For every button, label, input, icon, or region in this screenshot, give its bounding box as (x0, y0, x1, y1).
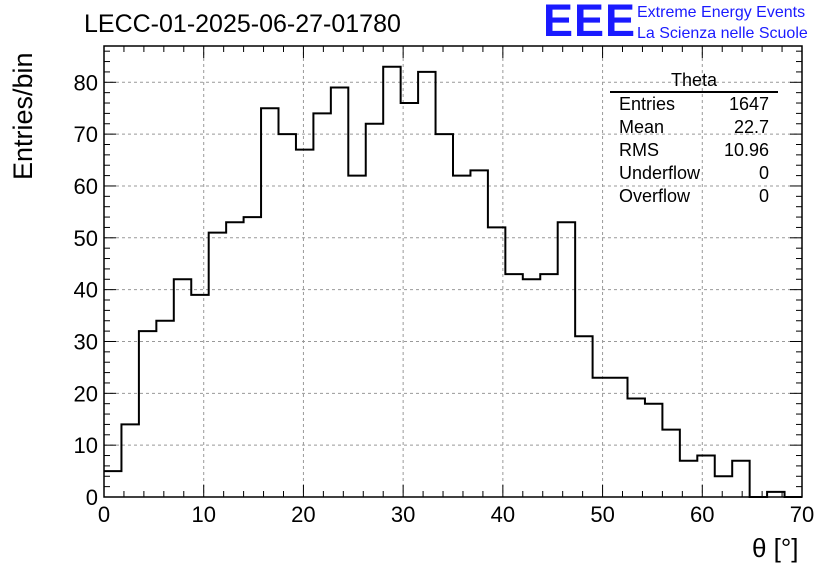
histogram-bin (348, 176, 365, 497)
histogram-bin (575, 336, 592, 497)
histogram-bin (401, 103, 418, 497)
histogram-bin (436, 134, 453, 497)
histogram-bin (488, 227, 505, 497)
y-tick-label: 60 (74, 174, 98, 199)
y-tick-label: 30 (74, 329, 98, 354)
histogram-bin (139, 331, 156, 497)
stats-row-underflow: Underflow 0 (610, 162, 778, 185)
histogram-bin (593, 378, 610, 497)
x-tick-label: 30 (391, 502, 415, 527)
histogram-line (104, 65, 802, 498)
histogram-bin (540, 274, 557, 497)
histogram-bin (732, 461, 749, 497)
histogram-bin (662, 430, 679, 497)
x-tick-label: 0 (98, 502, 110, 527)
x-axis-label: θ [°] (752, 533, 799, 563)
stats-value: 0 (758, 186, 769, 206)
histogram-bin (470, 170, 487, 497)
y-tick-label: 0 (86, 485, 98, 510)
stats-box-title: Theta (610, 70, 778, 93)
logo-text-line1: Extreme Energy Events (637, 4, 806, 21)
stats-label: Entries (619, 94, 676, 114)
histogram-bin (628, 399, 645, 497)
histogram-bin (715, 476, 732, 497)
x-tick-label: 70 (790, 502, 814, 527)
stats-row-mean: Mean 22.7 (610, 116, 778, 139)
histogram-bin (313, 113, 330, 497)
stats-value: 10.96 (723, 140, 769, 160)
x-tick-label: 50 (590, 502, 614, 527)
histogram-bin (697, 456, 714, 497)
histogram-bin (279, 134, 296, 497)
histogram-bin (505, 274, 522, 497)
chart-title: LECC-01-2025-06-27-01780 (84, 10, 401, 38)
histogram-bin (383, 67, 400, 497)
stats-label: Overflow (619, 186, 691, 206)
histogram-bin (366, 124, 383, 497)
histogram-bin (558, 222, 575, 497)
histogram-bin (418, 72, 435, 497)
histogram-bin (261, 108, 278, 497)
histogram-bin (523, 279, 540, 497)
logo-text-line2: La Scienza nelle Scuole (637, 25, 808, 42)
x-tick-label: 40 (491, 502, 515, 527)
stats-label: Underflow (619, 163, 701, 183)
y-tick-label: 20 (74, 381, 98, 406)
histogram-bin (244, 217, 261, 497)
histogram-bin (645, 404, 662, 497)
histogram-bin (209, 233, 226, 497)
histogram-bin (226, 222, 243, 497)
stats-box: Theta Entries 1647 Mean 22.7 RMS 10.96 U… (610, 70, 778, 208)
stats-row-overflow: Overflow 0 (610, 185, 778, 208)
histogram-bin (121, 424, 138, 497)
stats-value: 22.7 (733, 117, 769, 137)
histogram-bin (156, 321, 173, 497)
histogram-bin (331, 87, 348, 497)
x-tick-label: 60 (690, 502, 714, 527)
histogram-bin (104, 471, 121, 497)
histogram-bin (174, 279, 191, 497)
y-tick-label: 80 (74, 70, 98, 95)
y-tick-label: 40 (74, 278, 98, 303)
stats-row-entries: Entries 1647 (610, 93, 778, 116)
x-tick-label: 20 (291, 502, 315, 527)
stats-label: RMS (619, 140, 659, 160)
y-tick-label: 70 (74, 122, 98, 147)
stats-row-rms: RMS 10.96 (610, 139, 778, 162)
histogram-bin (191, 295, 208, 497)
x-tick-label: 10 (191, 502, 215, 527)
stats-value: 0 (758, 163, 769, 183)
histogram-bin (453, 176, 470, 497)
histogram-bin (296, 150, 313, 497)
eee-logo: EEE (543, 0, 637, 46)
plot-frame (103, 45, 803, 498)
y-tick-label: 10 (74, 433, 98, 458)
stats-label: Mean (619, 117, 665, 137)
y-tick-label: 50 (74, 226, 98, 251)
histogram-bin (610, 378, 627, 497)
stats-value: 1647 (728, 94, 769, 114)
y-axis-label: Entries/bin (8, 52, 38, 180)
